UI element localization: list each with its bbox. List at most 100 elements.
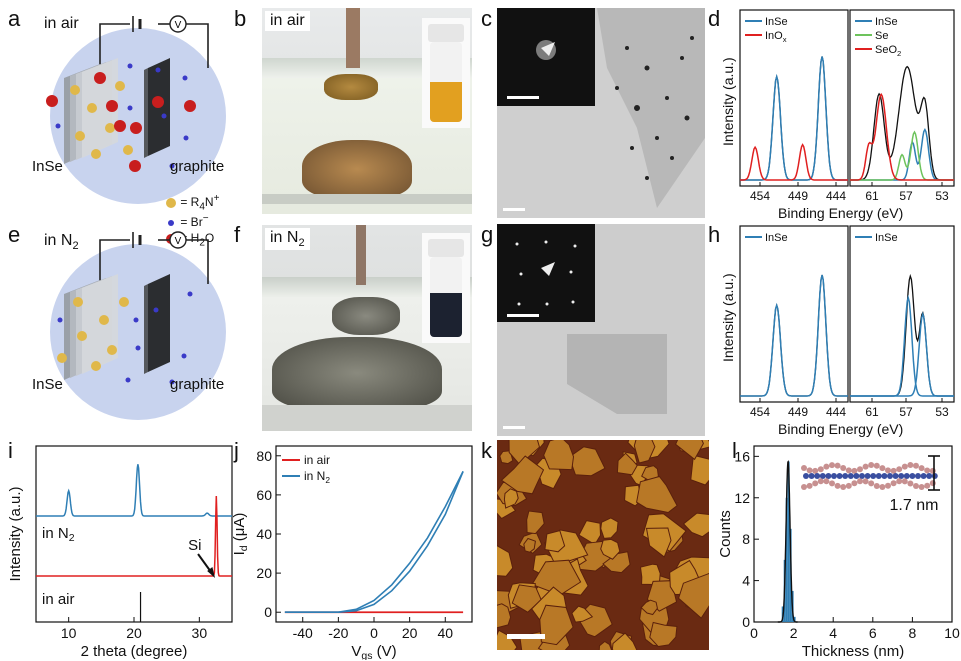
thickness-histogram: 0 2 4 6 8 10 0 4 8 12 16 Thickness (nm) Counts 1.7 nm	[717, 445, 960, 660]
br-icon	[168, 219, 174, 226]
hist-bar	[793, 616, 796, 622]
tem-n2-image	[497, 224, 705, 436]
hist-bar	[787, 461, 790, 622]
atom	[903, 473, 910, 479]
afm-flake	[602, 551, 631, 574]
atom	[862, 463, 869, 470]
atom	[879, 483, 886, 490]
xps-envelope-in3d	[740, 274, 848, 397]
xps-tick-label: 444	[826, 189, 846, 203]
xps-d-xlabel: Binding Energy (eV)	[778, 205, 904, 221]
afm-flake	[568, 446, 606, 477]
atom	[840, 483, 847, 490]
atom	[875, 473, 882, 479]
hist-bar	[785, 497, 788, 622]
xps-h-chart: 454 449 444 61 57 53 InSe InSe	[739, 225, 955, 419]
iv-chart: -40 -20 0 20 40 0 20 40 60 80 Vgs (V) Id (μA) in air…	[232, 445, 473, 660]
afm-flake	[544, 529, 566, 553]
inse-crystal-top	[324, 74, 378, 100]
saed-pattern-n2	[507, 240, 577, 317]
atom	[845, 482, 852, 489]
xps-inse-in3d	[740, 274, 848, 397]
atom	[825, 473, 832, 479]
panel-label-d: d	[708, 6, 721, 31]
atom	[834, 482, 841, 489]
scalebar-inset	[507, 96, 539, 99]
vial-solution-dark	[430, 293, 462, 337]
iv-ytick-label: 20	[256, 565, 272, 581]
panel-label-e: e	[8, 222, 21, 247]
atom	[926, 473, 933, 479]
atom	[831, 473, 837, 479]
tem-in-air	[497, 8, 705, 218]
iv-ytick-label: 60	[256, 487, 272, 503]
flake-region	[597, 8, 705, 208]
afm-flake	[633, 440, 656, 464]
atom	[823, 478, 830, 485]
schematic-air: V	[46, 15, 226, 204]
saed-inset-air	[497, 8, 595, 106]
vial-solution-orange	[430, 82, 462, 122]
panel-label-g: g	[481, 222, 494, 247]
atom	[868, 480, 875, 487]
panel-label-i: i	[8, 438, 13, 463]
tem-in-n2	[497, 224, 705, 436]
voltmeter-icon	[169, 15, 187, 33]
voltmeter-label: V	[175, 236, 182, 247]
xps-tick-label: 61	[865, 405, 879, 419]
xps-box-left	[739, 225, 849, 403]
xps-box-left	[739, 9, 849, 187]
xrd-si-annotation: Si	[188, 537, 201, 554]
atom	[862, 478, 869, 485]
wire-right	[186, 23, 209, 68]
atom	[812, 480, 819, 487]
afm-flake	[636, 475, 678, 514]
panel-label-a: a	[8, 6, 21, 31]
atom	[857, 478, 863, 485]
xrd-xlabel: 2 theta (degree)	[81, 643, 188, 660]
inse-label-e: InSe	[32, 376, 63, 393]
xps-tick-label: 61	[865, 189, 879, 203]
afm-image	[497, 440, 709, 650]
inse-label-a: InSe	[32, 158, 63, 175]
afm-flake	[678, 572, 709, 619]
scalebar-inset	[507, 314, 539, 317]
xps-envelope-se3d	[850, 65, 954, 181]
xps-tick-label: 57	[899, 405, 913, 419]
xps-tick-label: 444	[826, 405, 846, 419]
iv-xtick-label: 20	[402, 625, 418, 641]
atom	[924, 467, 931, 474]
atom	[892, 473, 899, 479]
atom	[840, 465, 847, 472]
hist-ytick-label: 8	[742, 531, 750, 547]
xps-legend-label: SeO2	[875, 44, 901, 58]
xps-d-ylabel: Intensity (a.u.)	[720, 57, 736, 146]
panel-label-h: h	[708, 222, 721, 247]
schematic-n2: V	[50, 231, 226, 420]
atom	[814, 473, 821, 479]
photo-in-n2: in N2	[262, 225, 472, 431]
xrd-ylabel: Intensity (a.u.)	[7, 486, 24, 581]
electrode-clip	[356, 225, 366, 285]
afm-flake	[503, 488, 519, 509]
atom	[836, 473, 843, 479]
beaker-bottom	[262, 194, 472, 204]
atom	[834, 462, 841, 469]
atom	[918, 465, 925, 472]
atom	[929, 480, 936, 487]
xps-legend-label: InSe	[875, 16, 898, 28]
scalebar-afm	[507, 634, 545, 639]
atom	[823, 463, 830, 470]
afm-flake	[611, 632, 638, 650]
afm-flake	[600, 538, 621, 560]
afm-flake	[578, 520, 602, 546]
afm-flake	[616, 452, 638, 476]
xps-tick-label: 454	[750, 405, 770, 419]
graphite-label-a: graphite	[170, 158, 225, 175]
afm-flake	[571, 605, 594, 623]
oxide-particles	[615, 36, 694, 180]
atom	[829, 462, 835, 469]
atom	[920, 473, 927, 479]
atom	[829, 480, 835, 487]
atom	[857, 466, 863, 473]
